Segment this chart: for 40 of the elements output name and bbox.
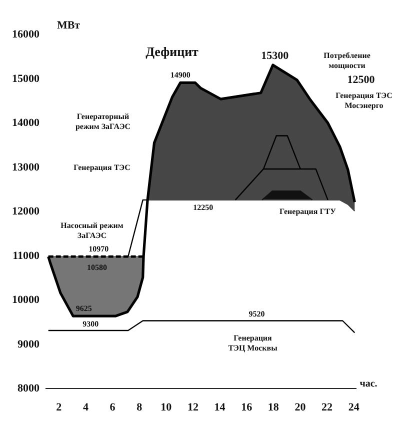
x-tick-label: 14 [214,402,226,414]
x-tick-label: 12 [187,402,199,414]
annotation: 15300 [261,50,290,62]
y-tick-label: 11000 [12,250,40,262]
annotation: 10580 [87,263,107,272]
x-tick-label: 18 [268,402,280,414]
annotation: Генерация ТЭЦ Москвы [228,334,278,353]
x-tick-label: 20 [294,402,306,414]
annotation: 12500 [347,74,376,86]
x-tick-label: 10 [160,402,172,414]
annotation: Потребление мощности [324,51,371,70]
y-tick-label: 13000 [12,161,40,174]
annotation: 10970 [88,244,109,254]
x-tick-label: 4 [82,402,89,414]
y-tick-label: 14000 [12,117,40,129]
x-tick-label: 22 [322,402,334,414]
y-tick-label: 8000 [18,382,40,394]
y-tick-label: 16000 [12,28,40,40]
y-tick-label: 12000 [12,206,40,218]
annotation: Дефицит [146,44,200,59]
y-tick-label: 9000 [18,338,40,350]
annotation: Генерация ТЭС Мосэнерго [336,91,393,110]
y-tick-label: 10000 [12,294,40,306]
annotation: 12250 [193,202,214,212]
annotation: 9300 [82,319,99,328]
x-tick-label: 6 [110,402,116,414]
annotation: 9520 [248,310,265,319]
x-tick-label: 8 [136,402,143,414]
annotation: 14900 [170,70,190,80]
x-axis-title: час. [360,378,378,390]
x-tick-label: 16 [241,402,253,414]
x-tick-label: 2 [56,402,62,414]
annotation: Генераторный режим ЗаГАЭС [75,112,131,131]
annotation: Генерация ГТУ [280,206,336,216]
x-tick-label: 24 [348,402,360,414]
y-tick-label: 15000 [12,72,40,85]
annotation: Генерация ТЭС [74,163,131,172]
y-axis-title: МВт [56,20,81,32]
annotation: Насосный режим ЗаГАЭС [60,221,124,240]
annotation: 9625 [76,304,92,314]
